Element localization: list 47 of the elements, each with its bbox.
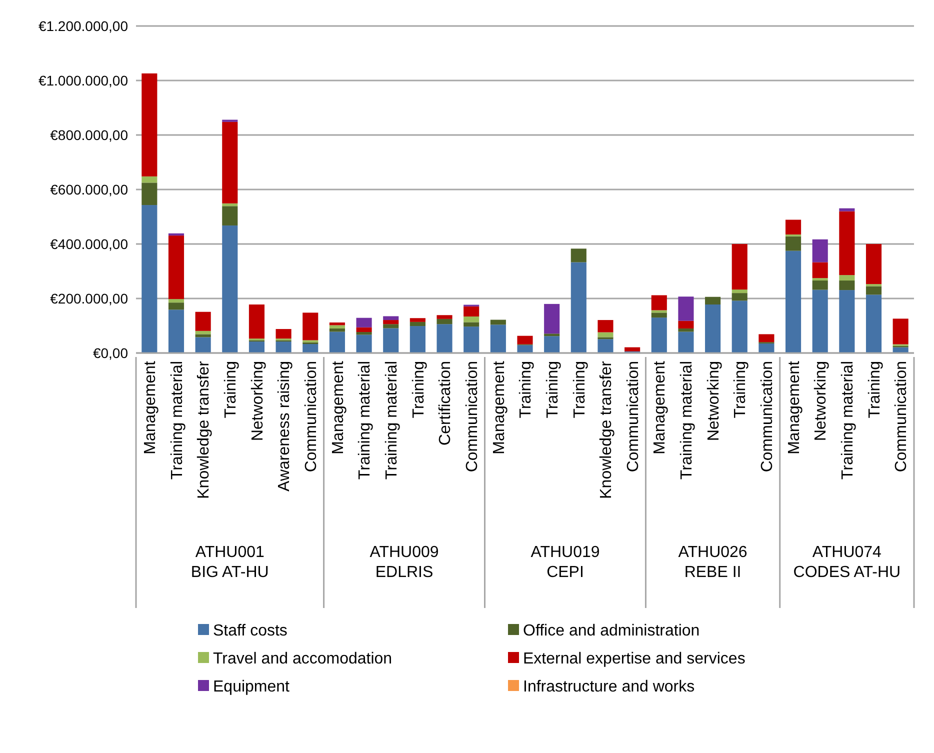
x-tick-label: Knowledge transfer (196, 360, 213, 499)
x-tick-label: Training (410, 361, 428, 418)
y-tick-label: €600.000,00 (50, 181, 128, 198)
text: ATHU026 REBE II (678, 544, 748, 581)
x-tick-label: Training (222, 361, 240, 418)
y-tick-label: €400.000,00 (50, 236, 128, 252)
text: ATHU019 CEPI (530, 544, 600, 581)
x-tick-label: Management (490, 360, 508, 454)
x-tick-label: Management (330, 360, 347, 454)
y-tick-label: €800.000,00 (50, 126, 128, 143)
x-tick-label: Management (142, 360, 160, 454)
x-tick-label: Training material (678, 361, 696, 480)
x-tick-label: Awareness raising (276, 361, 294, 492)
x-tick-label: Training material (840, 361, 857, 480)
x-tick-label: Knowledge transfer (598, 360, 616, 499)
legend-label: Infrastructure and works (523, 678, 695, 696)
x-tick-label: Communication (302, 361, 320, 472)
legend-label: Equipment (213, 678, 290, 696)
x-tick-label: Training material (383, 361, 400, 480)
x-tick-label: Networking (249, 361, 266, 442)
x-tick-label: Communication (759, 361, 776, 472)
x-tick-label: Training (518, 361, 535, 418)
x-tick-label: Management (652, 360, 669, 454)
x-tick-label: Training (732, 361, 750, 418)
legend-label: Staff costs (213, 622, 288, 640)
y-tick-label: €1.000.000,00 (38, 72, 128, 88)
x-tick-label: Management (786, 360, 803, 454)
text: ATHU009 EDLRIS (370, 544, 439, 581)
y-tick-label: €200.000,00 (50, 290, 128, 306)
x-tick-label: Communication (624, 361, 642, 472)
y-tick-label: €1.200.000,00 (38, 18, 128, 34)
text: ATHU001 BIG AT-HU (190, 544, 269, 581)
x-tick-label: Training (571, 361, 588, 418)
y-tick-label: €0,00 (92, 344, 128, 361)
x-tick-label: Communication (893, 361, 910, 472)
x-tick-label: Training (866, 361, 884, 418)
x-tick-label: Networking (812, 361, 830, 442)
legend-label: Office and administration (523, 622, 700, 640)
text: ATHU074 CODES AT-HU (793, 544, 901, 581)
x-tick-label: Communication (464, 361, 481, 472)
x-tick-label: Certification (437, 361, 454, 446)
x-tick-label: Networking (705, 361, 722, 442)
legend-label: Travel and accomodation (213, 650, 392, 668)
x-tick-label: Training material (168, 361, 186, 480)
legend-label: External expertise and services (523, 650, 746, 668)
x-tick-label: Training material (356, 361, 374, 480)
x-tick-label: Training (544, 361, 562, 418)
